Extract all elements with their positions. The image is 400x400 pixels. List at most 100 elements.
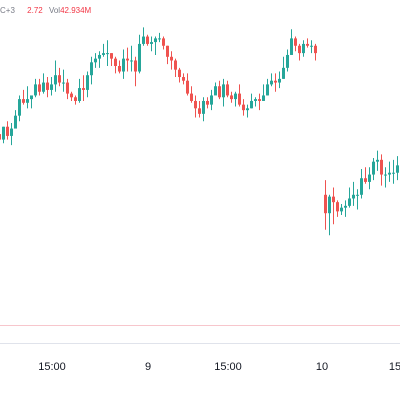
volume-label: Vol (48, 6, 61, 15)
candle-body (98, 54, 101, 59)
candle-body (230, 95, 233, 100)
candle-body (18, 99, 21, 116)
timezone-fragment: C+3 (0, 6, 15, 15)
volume-value: 42.934M (60, 6, 92, 15)
candle-body (54, 75, 57, 85)
candle-body (206, 100, 209, 105)
candle-body (360, 178, 363, 195)
candle-body (246, 108, 249, 111)
candle-body (154, 38, 157, 43)
candle-body (190, 93, 193, 101)
candle-body (106, 53, 109, 55)
candle-body (238, 93, 241, 105)
candle-body (250, 100, 253, 109)
candle-body (388, 172, 391, 175)
candle-body (114, 58, 117, 66)
candle-body (130, 60, 133, 62)
candle-body (86, 75, 89, 90)
candle-body (126, 58, 129, 61)
candle-body (58, 75, 61, 83)
candle-body (14, 115, 17, 129)
candle-body (2, 126, 5, 140)
candle-body (262, 95, 265, 101)
candle-body (226, 84, 229, 96)
candle-body (66, 82, 69, 94)
candle-body (328, 196, 331, 214)
candle-body (174, 60, 177, 70)
candle-body (214, 86, 217, 96)
x-tick-label: 15:00 (38, 361, 66, 373)
candle-body (336, 202, 339, 212)
legend-info-line: C+3 2.72 Vol42.934M (0, 6, 91, 15)
candle-body (42, 82, 45, 92)
candle-body (110, 53, 113, 59)
candle-body (194, 100, 197, 109)
candle-body (286, 54, 289, 68)
candle-body (234, 93, 237, 100)
candle-body (258, 99, 261, 101)
candle-body (202, 100, 205, 114)
candle-body (254, 99, 257, 101)
candle-body (396, 165, 399, 173)
candle-body (62, 82, 65, 84)
candle-body (290, 38, 293, 55)
candle-body (74, 97, 77, 101)
candle-body (0, 134, 1, 140)
candle-body (302, 43, 305, 54)
candle-body (158, 38, 161, 40)
candle-body (150, 42, 153, 44)
candle-body (38, 84, 41, 92)
candle-body (324, 194, 327, 214)
candle-body (70, 93, 73, 98)
candle-body (282, 67, 285, 79)
candle-body (364, 178, 367, 182)
candle-body (352, 194, 355, 199)
candle-body (166, 45, 169, 57)
candle-body (22, 99, 25, 103)
candle-body (294, 38, 297, 46)
candle-body (332, 196, 335, 203)
candle-body (46, 82, 49, 90)
x-tick-label: 15 (389, 361, 400, 373)
candle-body (344, 205, 347, 208)
candle-body (90, 62, 93, 76)
candle-body (376, 159, 379, 162)
candle-body (356, 194, 359, 196)
candle-body (30, 95, 33, 100)
candle-body (118, 66, 121, 72)
x-tick-label: 15:00 (214, 361, 242, 373)
candle-body (242, 104, 245, 111)
candle-body (182, 77, 185, 81)
candle-body (178, 69, 181, 78)
candle-body (10, 128, 13, 136)
candle-body (222, 84, 225, 98)
candle-body (122, 58, 125, 72)
last-price-value: 2.72 (27, 6, 43, 15)
candle-body (34, 84, 37, 96)
candle-body (298, 45, 301, 54)
candle-body (314, 45, 317, 54)
candle-body (50, 84, 53, 90)
candle-body (102, 53, 105, 55)
candle-body (274, 80, 277, 83)
candle-body (78, 88, 81, 101)
candle-body (162, 38, 165, 46)
candle-body (372, 161, 375, 175)
candle-body (170, 56, 173, 61)
candle-body (26, 99, 29, 103)
candle-body (380, 159, 383, 175)
candle-body (306, 43, 309, 46)
candle-body (210, 95, 213, 105)
candle-body (134, 60, 137, 72)
candle-body (266, 84, 269, 96)
candle-body (138, 43, 141, 72)
candle-body (368, 174, 371, 182)
candle-body (94, 58, 97, 63)
x-tick-label: 10 (316, 361, 328, 373)
candle-body (348, 198, 351, 206)
candle-body (270, 80, 273, 85)
candle-body (6, 126, 9, 136)
candle-body (198, 108, 201, 114)
